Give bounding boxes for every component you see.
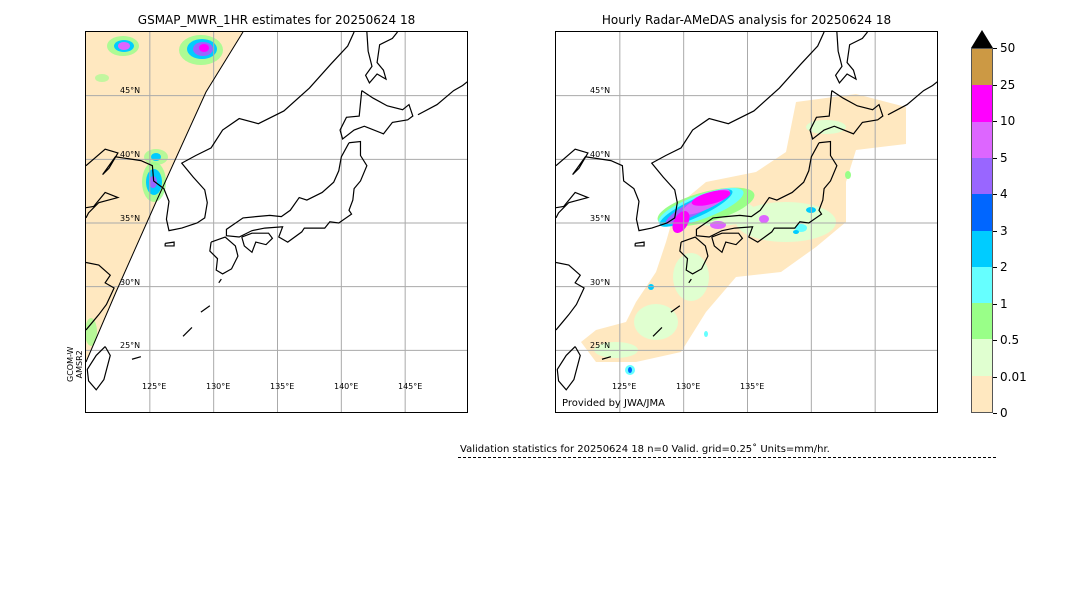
colorbar-tick [993, 194, 997, 195]
lat-label-35: 35°N [120, 214, 141, 223]
lon-label-135: 135°E [270, 382, 295, 391]
lon-label-125: 125°E [142, 382, 167, 391]
radar-moderate-rain [625, 171, 851, 375]
lat-label-30: 30°N [120, 278, 141, 287]
lon-label-130: 130°E [676, 382, 701, 391]
colorbar-segment [972, 85, 992, 122]
lat-label-25: 25°N [120, 341, 141, 350]
validation-statistics: Validation statistics for 20250624 18 n=… [460, 444, 830, 455]
right-panel-title: Hourly Radar-AMeDAS analysis for 2025062… [601, 13, 892, 27]
lat-label-25: 25°N [590, 341, 611, 350]
colorbar-tick-label: 0.5 [1000, 333, 1020, 347]
gsmap-map [86, 32, 467, 412]
radar-map [556, 32, 937, 412]
colorbar-tick [993, 84, 997, 86]
validation-divider [458, 457, 996, 458]
colorbar-tick-label: 4 [1000, 187, 1008, 201]
data-credit: Provided by JWA/JMA [562, 398, 665, 409]
colorbar [971, 48, 993, 413]
colorbar-tick [993, 303, 997, 305]
lat-label-40: 40°N [590, 150, 611, 159]
colorbar-extend-arrow [971, 30, 993, 48]
colorbar-tick-label: 0 [1000, 406, 1008, 420]
lat-label-45: 45°N [590, 86, 611, 95]
colorbar-tick [993, 157, 997, 159]
lat-label-35: 35°N [590, 214, 611, 223]
colorbar-tick-label: 25 [1000, 77, 1016, 92]
colorbar-tick-label: 3 [1000, 223, 1008, 238]
colorbar-segment [972, 49, 992, 86]
lat-label-40: 40°N [120, 150, 141, 159]
satellite-name: GCOM-W [66, 346, 75, 382]
colorbar-tick-label: 5 [1000, 150, 1008, 165]
colorbar-segment [972, 303, 992, 340]
coastlines [86, 32, 467, 391]
lon-label-140: 140°E [334, 382, 359, 391]
colorbar-tick-label: 0.01 [1000, 369, 1027, 384]
graticule [556, 32, 937, 412]
swath-coverage [86, 32, 243, 362]
colorbar-segment [972, 230, 992, 267]
sensor-name: AMSR2 [75, 350, 84, 379]
colorbar-tick [993, 340, 997, 341]
colorbar-tick [993, 267, 997, 268]
lon-label-125: 125°E [612, 382, 637, 391]
colorbar-tick [993, 230, 997, 232]
left-panel-title: GSMAP_MWR_1HR estimates for 20250624 18 [137, 13, 416, 27]
colorbar-segment [972, 121, 992, 158]
coastlines [556, 32, 937, 391]
gsmap-map-panel: 45°N 40°N 35°N 30°N 25°N 125°E 130°E 135… [85, 31, 468, 413]
radar-amedas-map-panel: 45°N 40°N 35°N 30°N 25°N 125°E 130°E 135… [555, 31, 938, 413]
colorbar-tick [993, 48, 997, 49]
colorbar-tick-label: 2 [1000, 260, 1008, 274]
satellite-label: GCOM-W AMSR2 [66, 347, 84, 382]
colorbar-tick [993, 413, 997, 414]
colorbar-segment [972, 375, 992, 412]
lat-label-45: 45°N [120, 86, 141, 95]
lon-label-145: 145°E [398, 382, 423, 391]
lon-label-135: 135°E [740, 382, 765, 391]
graticule [86, 32, 467, 412]
colorbar-tick-label: 10 [1000, 114, 1016, 128]
colorbar-tick [993, 121, 997, 122]
colorbar-segment [972, 157, 992, 195]
swath-edge [86, 32, 244, 363]
colorbar-segment [972, 266, 992, 304]
colorbar-segment [972, 339, 992, 376]
colorbar-tick-label: 1 [1000, 296, 1008, 311]
colorbar-segment [972, 194, 992, 231]
colorbar-tick-label: 50 [1000, 41, 1016, 55]
lat-label-30: 30°N [590, 278, 611, 287]
lon-label-130: 130°E [206, 382, 231, 391]
colorbar-tick [993, 376, 997, 378]
